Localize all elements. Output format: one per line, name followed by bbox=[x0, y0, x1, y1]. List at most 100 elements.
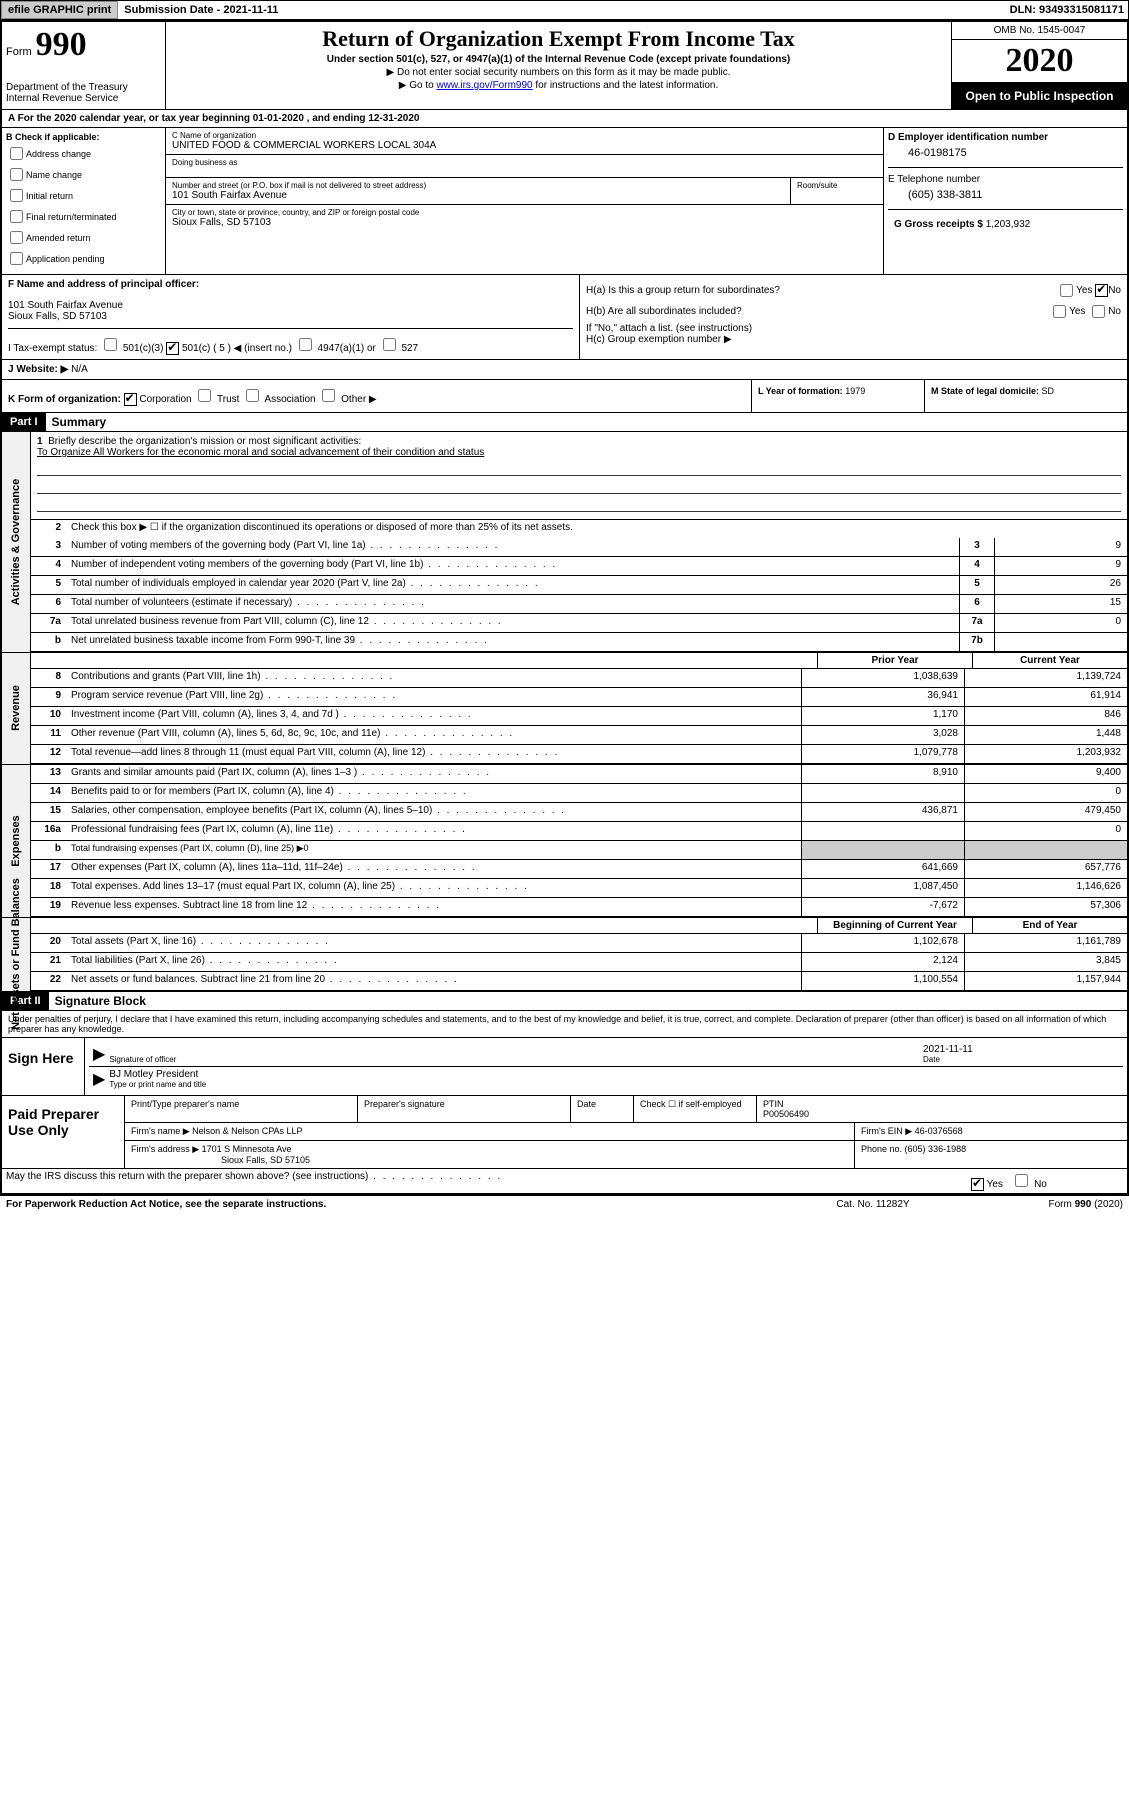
checkbox-initial-return[interactable] bbox=[10, 189, 23, 202]
efile-print-button[interactable]: efile GRAPHIC print bbox=[1, 1, 118, 19]
table-row: 16aProfessional fundraising fees (Part I… bbox=[31, 822, 1127, 841]
section-j-website: J Website: ▶ N/A bbox=[2, 360, 1127, 380]
form-header: Form 990 Department of the Treasury Inte… bbox=[2, 22, 1127, 110]
discuss-yes-checked[interactable] bbox=[971, 1178, 984, 1191]
table-row: 14Benefits paid to or for members (Part … bbox=[31, 784, 1127, 803]
section-c-org-info: C Name of organization UNITED FOOD & COM… bbox=[166, 128, 884, 274]
firm-addr1: 1701 S Minnesota Ave bbox=[202, 1144, 292, 1154]
section-b-checkboxes: B Check if applicable: Address change Na… bbox=[2, 128, 166, 274]
checkbox-501c3[interactable] bbox=[104, 338, 117, 351]
table-row: 19Revenue less expenses. Subtract line 1… bbox=[31, 898, 1127, 917]
tax-year: 2020 bbox=[952, 40, 1127, 83]
table-row: 21Total liabilities (Part X, line 26)2,1… bbox=[31, 953, 1127, 972]
ha-label: H(a) Is this a group return for subordin… bbox=[586, 285, 1056, 296]
checkbox-name-change[interactable] bbox=[10, 168, 23, 181]
table-row: bNet unrelated business taxable income f… bbox=[31, 633, 1127, 652]
part2-header: Part II Signature Block bbox=[2, 992, 1127, 1011]
street-address: 101 South Fairfax Avenue bbox=[172, 190, 784, 201]
checkbox-4947[interactable] bbox=[299, 338, 312, 351]
table-row: 11Other revenue (Part VIII, column (A), … bbox=[31, 726, 1127, 745]
type-name-label: Type or print name and title bbox=[109, 1080, 1123, 1089]
col-end-year: End of Year bbox=[972, 918, 1127, 933]
section-m-state: M State of legal domicile: SD bbox=[925, 380, 1127, 412]
firm-phone: (605) 336-1988 bbox=[905, 1144, 967, 1154]
city-label: City or town, state or province, country… bbox=[172, 208, 877, 217]
instruction-link: ▶ Go to www.irs.gov/Form990 for instruct… bbox=[170, 80, 947, 91]
officer-addr1: 101 South Fairfax Avenue bbox=[8, 300, 573, 311]
paid-preparer-label: Paid Preparer Use Only bbox=[2, 1096, 125, 1168]
table-row: 4Number of independent voting members of… bbox=[31, 557, 1127, 576]
col-begin-year: Beginning of Current Year bbox=[817, 918, 972, 933]
checkbox-527[interactable] bbox=[383, 338, 396, 351]
col-current-year: Current Year bbox=[972, 653, 1127, 668]
sig-arrow-icon: ▶ bbox=[93, 1044, 105, 1064]
header-center: Return of Organization Exempt From Incom… bbox=[166, 22, 952, 109]
table-row: 13Grants and similar amounts paid (Part … bbox=[31, 765, 1127, 784]
street-label: Number and street (or P.O. box if mail i… bbox=[172, 181, 784, 190]
hb-label: H(b) Are all subordinates included? bbox=[586, 306, 1049, 317]
hb-yes[interactable] bbox=[1053, 305, 1066, 318]
checkbox-501c-checked[interactable] bbox=[166, 342, 179, 355]
prep-sig-label: Preparer's signature bbox=[358, 1096, 571, 1122]
hb-note: If "No," attach a list. (see instruction… bbox=[586, 323, 1121, 334]
checkbox-final-return[interactable] bbox=[10, 210, 23, 223]
header-left: Form 990 Department of the Treasury Inte… bbox=[2, 22, 166, 109]
sign-here-label: Sign Here bbox=[2, 1038, 85, 1095]
checkbox-corporation-checked[interactable] bbox=[124, 393, 137, 406]
discuss-no[interactable] bbox=[1015, 1174, 1028, 1187]
table-row: 3Number of voting members of the governi… bbox=[31, 538, 1127, 557]
table-row: 5Total number of individuals employed in… bbox=[31, 576, 1127, 595]
side-governance: Activities & Governance bbox=[2, 432, 31, 652]
mission-box: 1 Briefly describe the organization's mi… bbox=[31, 432, 1127, 520]
omb-number: OMB No. 1545-0047 bbox=[952, 22, 1127, 40]
firm-name: Nelson & Nelson CPAs LLP bbox=[192, 1126, 302, 1136]
firm-ein: 46-0376568 bbox=[915, 1126, 963, 1136]
table-row: 18Total expenses. Add lines 13–17 (must … bbox=[31, 879, 1127, 898]
table-row: 8Contributions and grants (Part VIII, li… bbox=[31, 669, 1127, 688]
room-label: Room/suite bbox=[797, 181, 877, 190]
section-k-form-org: K Form of organization: Corporation Trus… bbox=[2, 380, 752, 412]
form-title: Return of Organization Exempt From Incom… bbox=[170, 26, 947, 52]
sig-date: 2021-11-11 Date bbox=[923, 1044, 1123, 1064]
hb-no[interactable] bbox=[1092, 305, 1105, 318]
mission-text: To Organize All Workers for the economic… bbox=[37, 447, 1121, 458]
section-a-tax-year: A For the 2020 calendar year, or tax yea… bbox=[2, 110, 1127, 128]
topbar: efile GRAPHIC print Submission Date - 20… bbox=[0, 0, 1129, 20]
section-h: H(a) Is this a group return for subordin… bbox=[580, 275, 1127, 359]
irs-link[interactable]: www.irs.gov/Form990 bbox=[436, 80, 532, 91]
table-row: 10Investment income (Part VIII, column (… bbox=[31, 707, 1127, 726]
discuss-preparer: May the IRS discuss this return with the… bbox=[2, 1169, 965, 1193]
ein-label: D Employer identification number bbox=[888, 132, 1048, 143]
checkbox-association[interactable] bbox=[246, 389, 259, 402]
form-990: Form 990 Department of the Treasury Inte… bbox=[0, 20, 1129, 1196]
table-row: bTotal fundraising expenses (Part IX, co… bbox=[31, 841, 1127, 860]
ein-value: 46-0198175 bbox=[888, 147, 1123, 159]
officer-name: BJ Motley President bbox=[109, 1069, 1123, 1080]
check-self-employed: Check ☐ if self-employed bbox=[634, 1096, 757, 1122]
form-number: 990 bbox=[36, 26, 87, 64]
phone-value: (605) 338-3811 bbox=[888, 189, 1123, 201]
section-f-officer: F Name and address of principal officer:… bbox=[2, 275, 580, 359]
submission-date-label: Submission Date - 2021-11-11 bbox=[124, 4, 278, 16]
table-row: 15Salaries, other compensation, employee… bbox=[31, 803, 1127, 822]
checkbox-address-change[interactable] bbox=[10, 147, 23, 160]
phone-label: E Telephone number bbox=[888, 174, 980, 185]
form-prefix: Form bbox=[6, 46, 32, 58]
ptin-value: P00506490 bbox=[763, 1109, 1121, 1119]
checkbox-app-pending[interactable] bbox=[10, 252, 23, 265]
org-name: UNITED FOOD & COMMERCIAL WORKERS LOCAL 3… bbox=[172, 140, 877, 151]
checkbox-other[interactable] bbox=[322, 389, 335, 402]
ha-no-checked[interactable] bbox=[1095, 284, 1108, 297]
sig-officer-label: Signature of officer bbox=[109, 1055, 923, 1064]
side-net-assets: Net Assets or Fund Balances bbox=[2, 918, 31, 991]
line2-checkbox-text: Check this box ▶ ☐ if the organization d… bbox=[67, 520, 1127, 538]
table-row: 9Program service revenue (Part VIII, lin… bbox=[31, 688, 1127, 707]
sig-arrow2-icon: ▶ bbox=[93, 1069, 105, 1089]
table-row: 22Net assets or fund balances. Subtract … bbox=[31, 972, 1127, 991]
print-name-label: Print/Type preparer's name bbox=[125, 1096, 358, 1122]
penalty-statement: Under penalties of perjury, I declare th… bbox=[2, 1011, 1127, 1038]
ha-yes[interactable] bbox=[1060, 284, 1073, 297]
prep-date-label: Date bbox=[571, 1096, 634, 1122]
checkbox-amended[interactable] bbox=[10, 231, 23, 244]
checkbox-trust[interactable] bbox=[198, 389, 211, 402]
